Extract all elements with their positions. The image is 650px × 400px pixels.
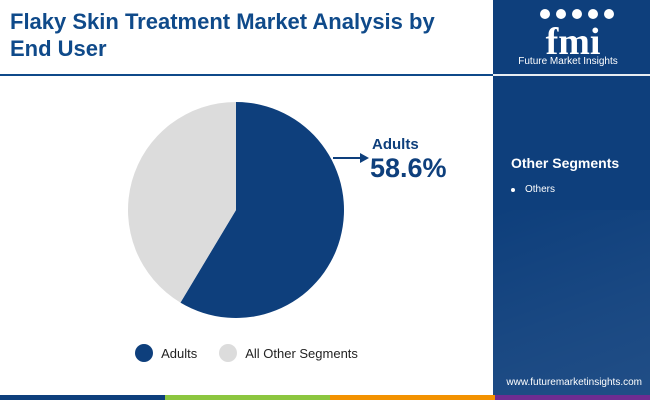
fmi-logo-icon: fmi: [540, 9, 614, 63]
callout-arrow: [333, 153, 369, 163]
color-strip: [0, 395, 650, 400]
pie-chart: [127, 102, 369, 318]
legend-item-other: All Other Segments: [219, 344, 358, 362]
legend-label-adults: Adults: [161, 345, 198, 361]
callout-label: Adults: [372, 136, 419, 153]
brand-logo: fmi: [503, 4, 643, 74]
pie-slice-adults: [180, 102, 344, 318]
segment-item: Others: [511, 184, 555, 195]
website-link[interactable]: www.futuremarketinsights.com: [506, 377, 642, 388]
pie-slice-all-other-segments: [127, 102, 236, 303]
pie-slices: [127, 102, 344, 318]
bullet-icon: [511, 187, 515, 192]
title-divider: [0, 74, 493, 76]
strip-segment-green: [165, 395, 330, 400]
chart-legend: Adults All Other Segments: [0, 344, 493, 362]
legend-swatch-other: [219, 344, 238, 362]
strip-segment-blue: [0, 395, 165, 400]
sidebar-divider: [493, 74, 650, 76]
logo-mark: fmi: [546, 21, 601, 60]
callout-value: 58.6%: [370, 153, 447, 183]
strip-segment-orange: [330, 395, 495, 400]
logo-name: Future Market Insights: [518, 56, 618, 67]
legend-label-other: All Other Segments: [245, 345, 358, 361]
sidebar-panel: fmi Future Market Insights Other Segment…: [493, 0, 650, 400]
segment-item-label: Others: [525, 184, 556, 195]
sidebar-texture: [493, 210, 650, 400]
other-segments-heading: Other Segments: [511, 155, 620, 171]
legend-swatch-adults: [135, 344, 154, 362]
legend-item-adults: Adults: [135, 344, 197, 362]
page-title: Flaky Skin Treatment Market Analysis by …: [10, 9, 435, 61]
strip-segment-purple: [495, 395, 650, 400]
